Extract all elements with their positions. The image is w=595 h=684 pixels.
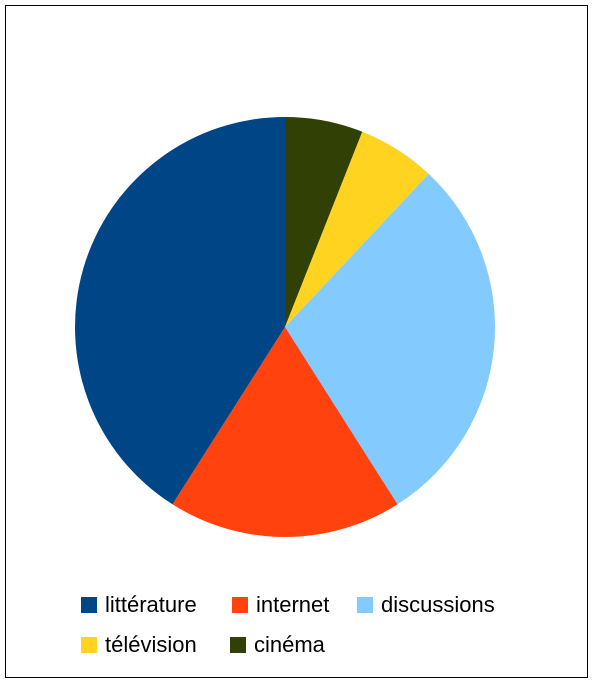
pie-slices	[74, 117, 496, 537]
pie-slice-internet	[172, 327, 398, 537]
pie-slice-cinema	[285, 117, 363, 327]
pie-slice-discussions	[285, 173, 496, 505]
pie-slice-litterature	[74, 117, 286, 505]
pie-slice-television	[285, 131, 429, 327]
